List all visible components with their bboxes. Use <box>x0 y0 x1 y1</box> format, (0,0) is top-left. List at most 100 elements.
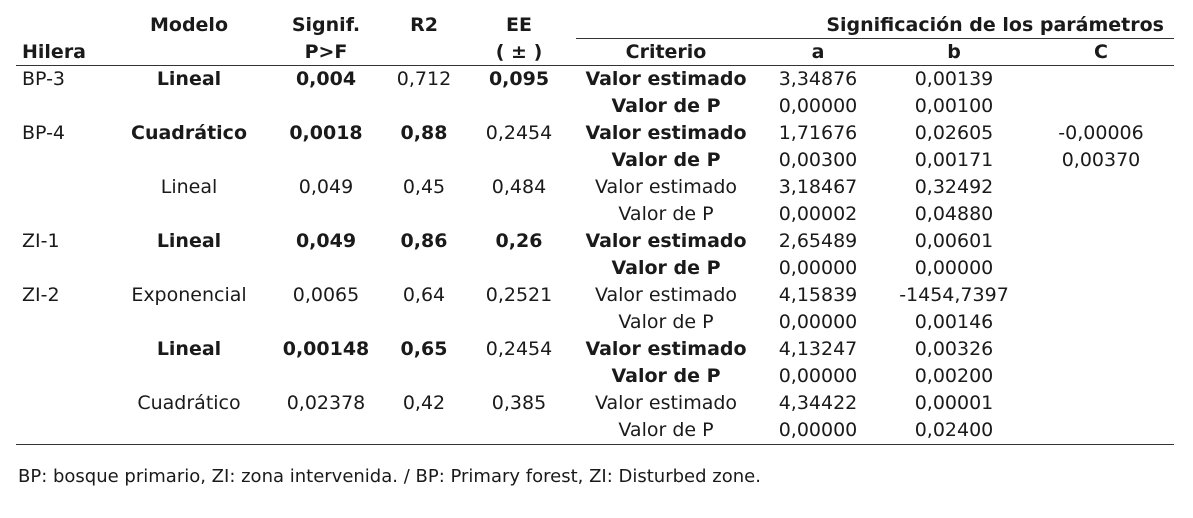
header-modelo-cont <box>112 38 266 66</box>
cell-r2 <box>386 255 462 282</box>
cell-criterio: Valor estimado <box>585 338 747 360</box>
cell-modelo: Lineal <box>160 176 218 198</box>
table-header: Modelo Signif. R2 EE Significación de lo… <box>16 12 1174 66</box>
header-signif-pf: P>F <box>266 38 386 66</box>
cell-modelo: Lineal <box>156 338 222 360</box>
cell-ee: 0,095 <box>488 68 550 90</box>
header-empty-cell <box>16 12 112 39</box>
cell-c <box>1028 309 1174 336</box>
header-ee: EE <box>506 14 532 37</box>
table-row: ZI-2 Exponencial 0,0065 0,64 0,2521 Valor est… <box>16 282 1174 309</box>
cell-hilera <box>16 363 112 390</box>
cell-modelo <box>112 201 266 228</box>
cell-r2: 0,712 <box>396 68 452 90</box>
cell-modelo <box>112 309 266 336</box>
table-row: Valor de P 0,00000 0,00146 <box>16 309 1174 336</box>
cell-c <box>1028 255 1174 282</box>
cell-a: 0,00000 <box>778 311 858 333</box>
cell-signif <box>266 93 386 120</box>
cell-hilera: ZI-1 <box>22 230 60 252</box>
table-row: Valor de P 0,00002 0,04880 <box>16 201 1174 228</box>
cell-r2: 0,65 <box>400 338 448 360</box>
cell-signif <box>266 147 386 174</box>
cell-c <box>1028 336 1174 363</box>
cell-modelo <box>112 147 266 174</box>
header-r2: R2 <box>410 14 438 37</box>
cell-hilera <box>16 93 112 120</box>
cell-c <box>1028 228 1174 255</box>
cell-hilera <box>16 147 112 174</box>
cell-signif <box>266 201 386 228</box>
cell-hilera <box>16 201 112 228</box>
footnote: BP: bosque primario, ZI: zona intervenid… <box>18 466 761 487</box>
header-modelo: Modelo <box>149 14 228 37</box>
cell-r2: 0,86 <box>400 230 448 252</box>
cell-a: 0,00000 <box>778 365 858 387</box>
cell-ee <box>462 363 576 390</box>
table-row: BP-4 Cuadrático 0,0018 0,88 0,2454 Valor esti… <box>16 120 1174 147</box>
cell-a: 0,00300 <box>778 149 858 171</box>
cell-ee <box>462 417 576 445</box>
cell-c <box>1028 201 1174 228</box>
cell-criterio: Valor estimado <box>585 68 747 90</box>
cell-ee <box>462 309 576 336</box>
cell-modelo <box>112 93 266 120</box>
table-body: BP-3 Lineal 0,004 0,712 0,095 Valor estimado 3… <box>16 66 1174 445</box>
cell-ee <box>462 93 576 120</box>
cell-criterio: Valor de P <box>611 257 721 279</box>
cell-a: 4,13247 <box>778 338 858 360</box>
cell-a: 4,15839 <box>778 284 858 306</box>
cell-b: 0,00139 <box>914 68 994 90</box>
cell-hilera: BP-3 <box>22 68 66 90</box>
cell-ee: 0,2454 <box>485 338 553 360</box>
cell-a: 2,65489 <box>778 230 858 252</box>
cell-c <box>1028 390 1174 417</box>
cell-modelo: Cuadrático <box>131 122 247 144</box>
cell-modelo: Cuadrático <box>137 392 241 414</box>
cell-criterio: Valor estimado <box>585 230 747 252</box>
cell-criterio: Valor estimado <box>594 284 738 306</box>
cell-a: 4,34422 <box>778 392 858 414</box>
cell-a: 1,71676 <box>778 122 858 144</box>
cell-criterio: Valor de P <box>618 311 714 333</box>
cell-criterio: Valor estimado <box>594 176 738 198</box>
cell-signif: 0,0018 <box>289 122 363 144</box>
cell-b: 0,00100 <box>914 95 994 117</box>
table-row: Valor de P 0,00000 0,02400 <box>16 417 1174 445</box>
cell-b: 0,00000 <box>914 257 994 279</box>
cell-r2: 0,64 <box>402 284 446 306</box>
cell-hilera <box>16 390 112 417</box>
cell-signif: 0,00148 <box>282 338 370 360</box>
cell-r2 <box>386 93 462 120</box>
cell-criterio: Valor estimado <box>585 122 747 144</box>
cell-b: 0,00200 <box>914 365 994 387</box>
cell-r2 <box>386 147 462 174</box>
cell-hilera <box>16 336 112 363</box>
cell-a: 0,00002 <box>778 203 858 225</box>
cell-signif <box>266 255 386 282</box>
cell-signif: 0,0065 <box>292 284 360 306</box>
cell-criterio: Valor de P <box>611 149 721 171</box>
cell-modelo <box>112 363 266 390</box>
cell-hilera <box>16 309 112 336</box>
cell-criterio: Valor estimado <box>594 392 738 414</box>
cell-c <box>1028 174 1174 201</box>
header-criterio: Criterio <box>576 38 756 66</box>
cell-b: 0,00601 <box>914 230 994 252</box>
header-ee-pm: ( ± ) <box>462 38 576 66</box>
header-r2-cont <box>386 38 462 66</box>
cell-hilera: ZI-2 <box>22 284 60 306</box>
parameter-significance-table: Modelo Signif. R2 EE Significación de lo… <box>16 12 1174 445</box>
cell-modelo <box>112 417 266 445</box>
results-table-container: Modelo Signif. R2 EE Significación de lo… <box>16 12 1174 445</box>
cell-hilera <box>16 255 112 282</box>
cell-r2: 0,42 <box>402 392 446 414</box>
cell-a: 3,18467 <box>778 176 858 198</box>
table-row: Valor de P 0,00000 0,00100 <box>16 93 1174 120</box>
table-row: Valor de P 0,00000 0,00200 <box>16 363 1174 390</box>
cell-b: 0,02605 <box>914 122 994 144</box>
cell-hilera <box>16 174 112 201</box>
cell-b: -1454,7397 <box>899 284 1009 306</box>
cell-signif <box>266 417 386 445</box>
cell-b: 0,00001 <box>914 392 994 414</box>
